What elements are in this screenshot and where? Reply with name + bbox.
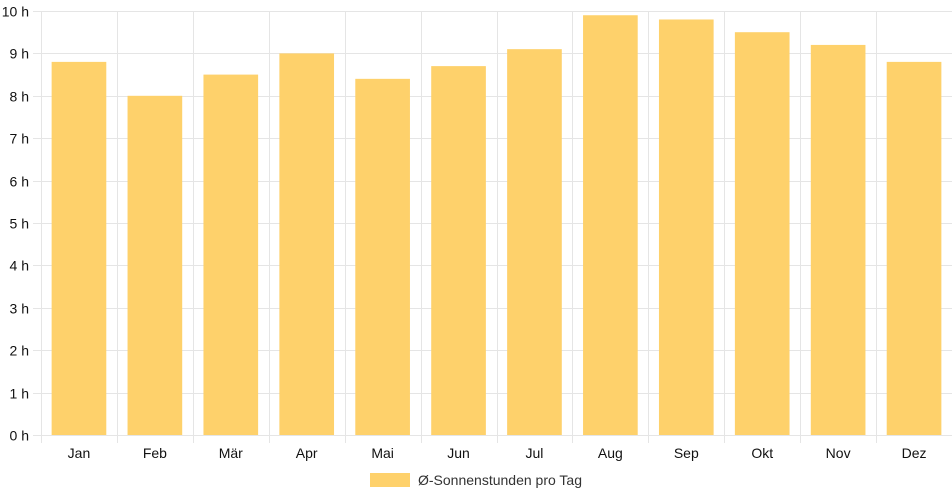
bar [203, 74, 259, 435]
x-tick-label: Nov [826, 445, 851, 461]
x-tick-label: Jun [447, 445, 470, 461]
y-tick-label: 4 h [10, 258, 29, 274]
x-tick-label: Jul [526, 445, 544, 461]
bars [51, 15, 942, 436]
y-tick-label: 6 h [10, 174, 29, 190]
x-tick-label: Feb [143, 445, 167, 461]
legend-label: Ø-Sonnenstunden pro Tag [418, 472, 582, 488]
y-tick-label: 7 h [10, 131, 29, 147]
bar [431, 66, 486, 436]
bar [127, 95, 183, 436]
y-tick-label: 3 h [10, 301, 29, 317]
x-tick-label: Aug [598, 445, 623, 461]
legend: Ø-Sonnenstunden pro Tag [0, 472, 952, 488]
grid-lines [33, 11, 952, 443]
y-axis-ticks: 0 h 1 h 2 h 3 h 4 h 5 h 6 h 7 h 8 h 9 h 10 h [2, 4, 29, 444]
x-axis-ticks: Jan Feb Mär Apr Mai Jun Jul Aug Sep Okt Nov Dez [68, 445, 927, 461]
y-tick-label: 9 h [10, 46, 29, 62]
x-tick-label: Jan [68, 445, 91, 461]
bar [658, 19, 714, 435]
y-tick-label: 5 h [10, 216, 29, 232]
x-tick-label: Apr [296, 445, 318, 461]
x-tick-label: Sep [674, 445, 699, 461]
y-tick-label: 1 h [10, 386, 29, 402]
x-tick-label: Mai [371, 445, 394, 461]
y-tick-label: 10 h [2, 4, 29, 20]
legend-swatch [370, 473, 410, 487]
y-tick-label: 2 h [10, 343, 29, 359]
bar [507, 49, 562, 435]
y-tick-label: 8 h [10, 89, 29, 105]
bar [583, 15, 638, 436]
bar [355, 78, 410, 435]
y-tick-label: 0 h [10, 428, 29, 444]
bar [886, 61, 942, 435]
x-tick-label: Okt [751, 445, 773, 461]
x-tick-label: Dez [902, 445, 927, 461]
bar [279, 53, 335, 436]
bar [810, 44, 866, 436]
bar [734, 32, 790, 435]
bar [51, 61, 107, 435]
x-tick-label: Mär [219, 445, 243, 461]
